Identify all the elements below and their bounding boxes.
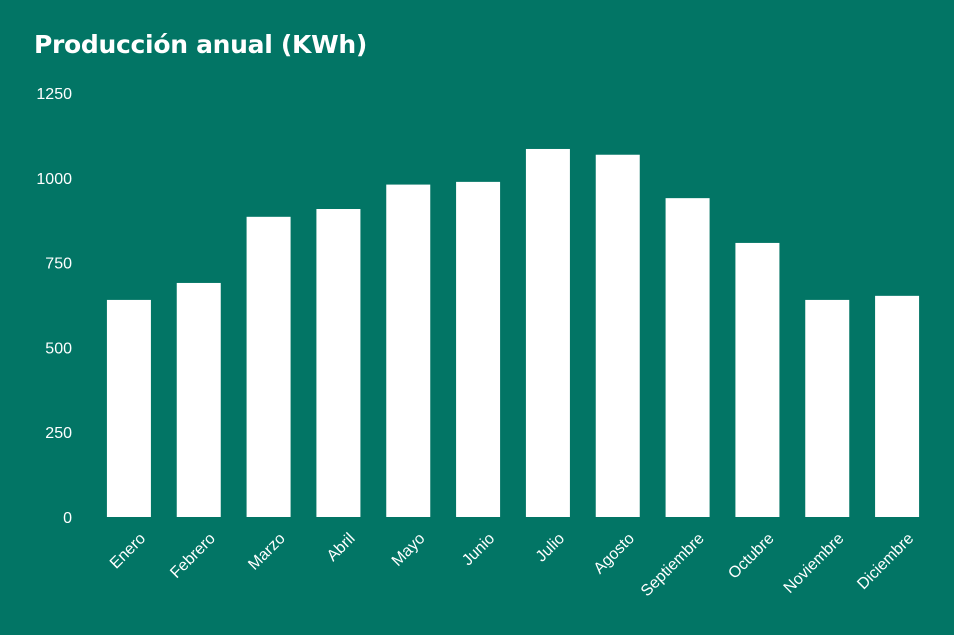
x-tick-label: Febrero <box>167 530 219 582</box>
x-tick-label: Julio <box>533 530 568 565</box>
y-tick-label: 1000 <box>36 171 72 188</box>
y-axis: 0 250 500 750 1000 1250 <box>36 86 72 527</box>
x-axis: Enero Febrero Marzo Abril Mayo Junio Julio Agos… <box>107 530 917 600</box>
bar-mayo <box>386 184 431 518</box>
x-tick-label: Agosto <box>591 530 638 577</box>
x-tick-label: Noviembre <box>781 530 848 597</box>
bar-diciembre <box>875 295 920 517</box>
x-tick-label: Junio <box>459 530 498 569</box>
bar-febrero <box>176 282 221 517</box>
x-tick-label: Enero <box>107 530 149 572</box>
bar-abril <box>316 209 361 517</box>
y-tick-label: 500 <box>45 340 72 357</box>
x-tick-label: Marzo <box>245 530 289 574</box>
bar-junio <box>456 181 501 517</box>
bar-agosto <box>595 154 640 517</box>
bar-septiembre <box>665 198 710 518</box>
bar-enero <box>106 299 151 517</box>
x-tick-label: Diciembre <box>854 530 917 593</box>
y-tick-label: 1250 <box>36 86 72 103</box>
x-tick-label: Mayo <box>389 530 429 570</box>
y-tick-label: 250 <box>45 425 72 442</box>
bar-julio <box>525 148 570 517</box>
bar-marzo <box>246 216 291 518</box>
y-tick-label: 750 <box>45 256 72 273</box>
x-tick-label: Octubre <box>725 530 777 582</box>
x-tick-label: Septiembre <box>638 530 708 600</box>
bar-octubre <box>735 242 780 518</box>
x-tick-label: Abril <box>324 530 359 565</box>
chart-title: Producción anual (KWh) <box>34 30 368 59</box>
bars <box>106 148 920 518</box>
y-tick-label: 0 <box>63 510 72 527</box>
bar-noviembre <box>805 299 850 517</box>
